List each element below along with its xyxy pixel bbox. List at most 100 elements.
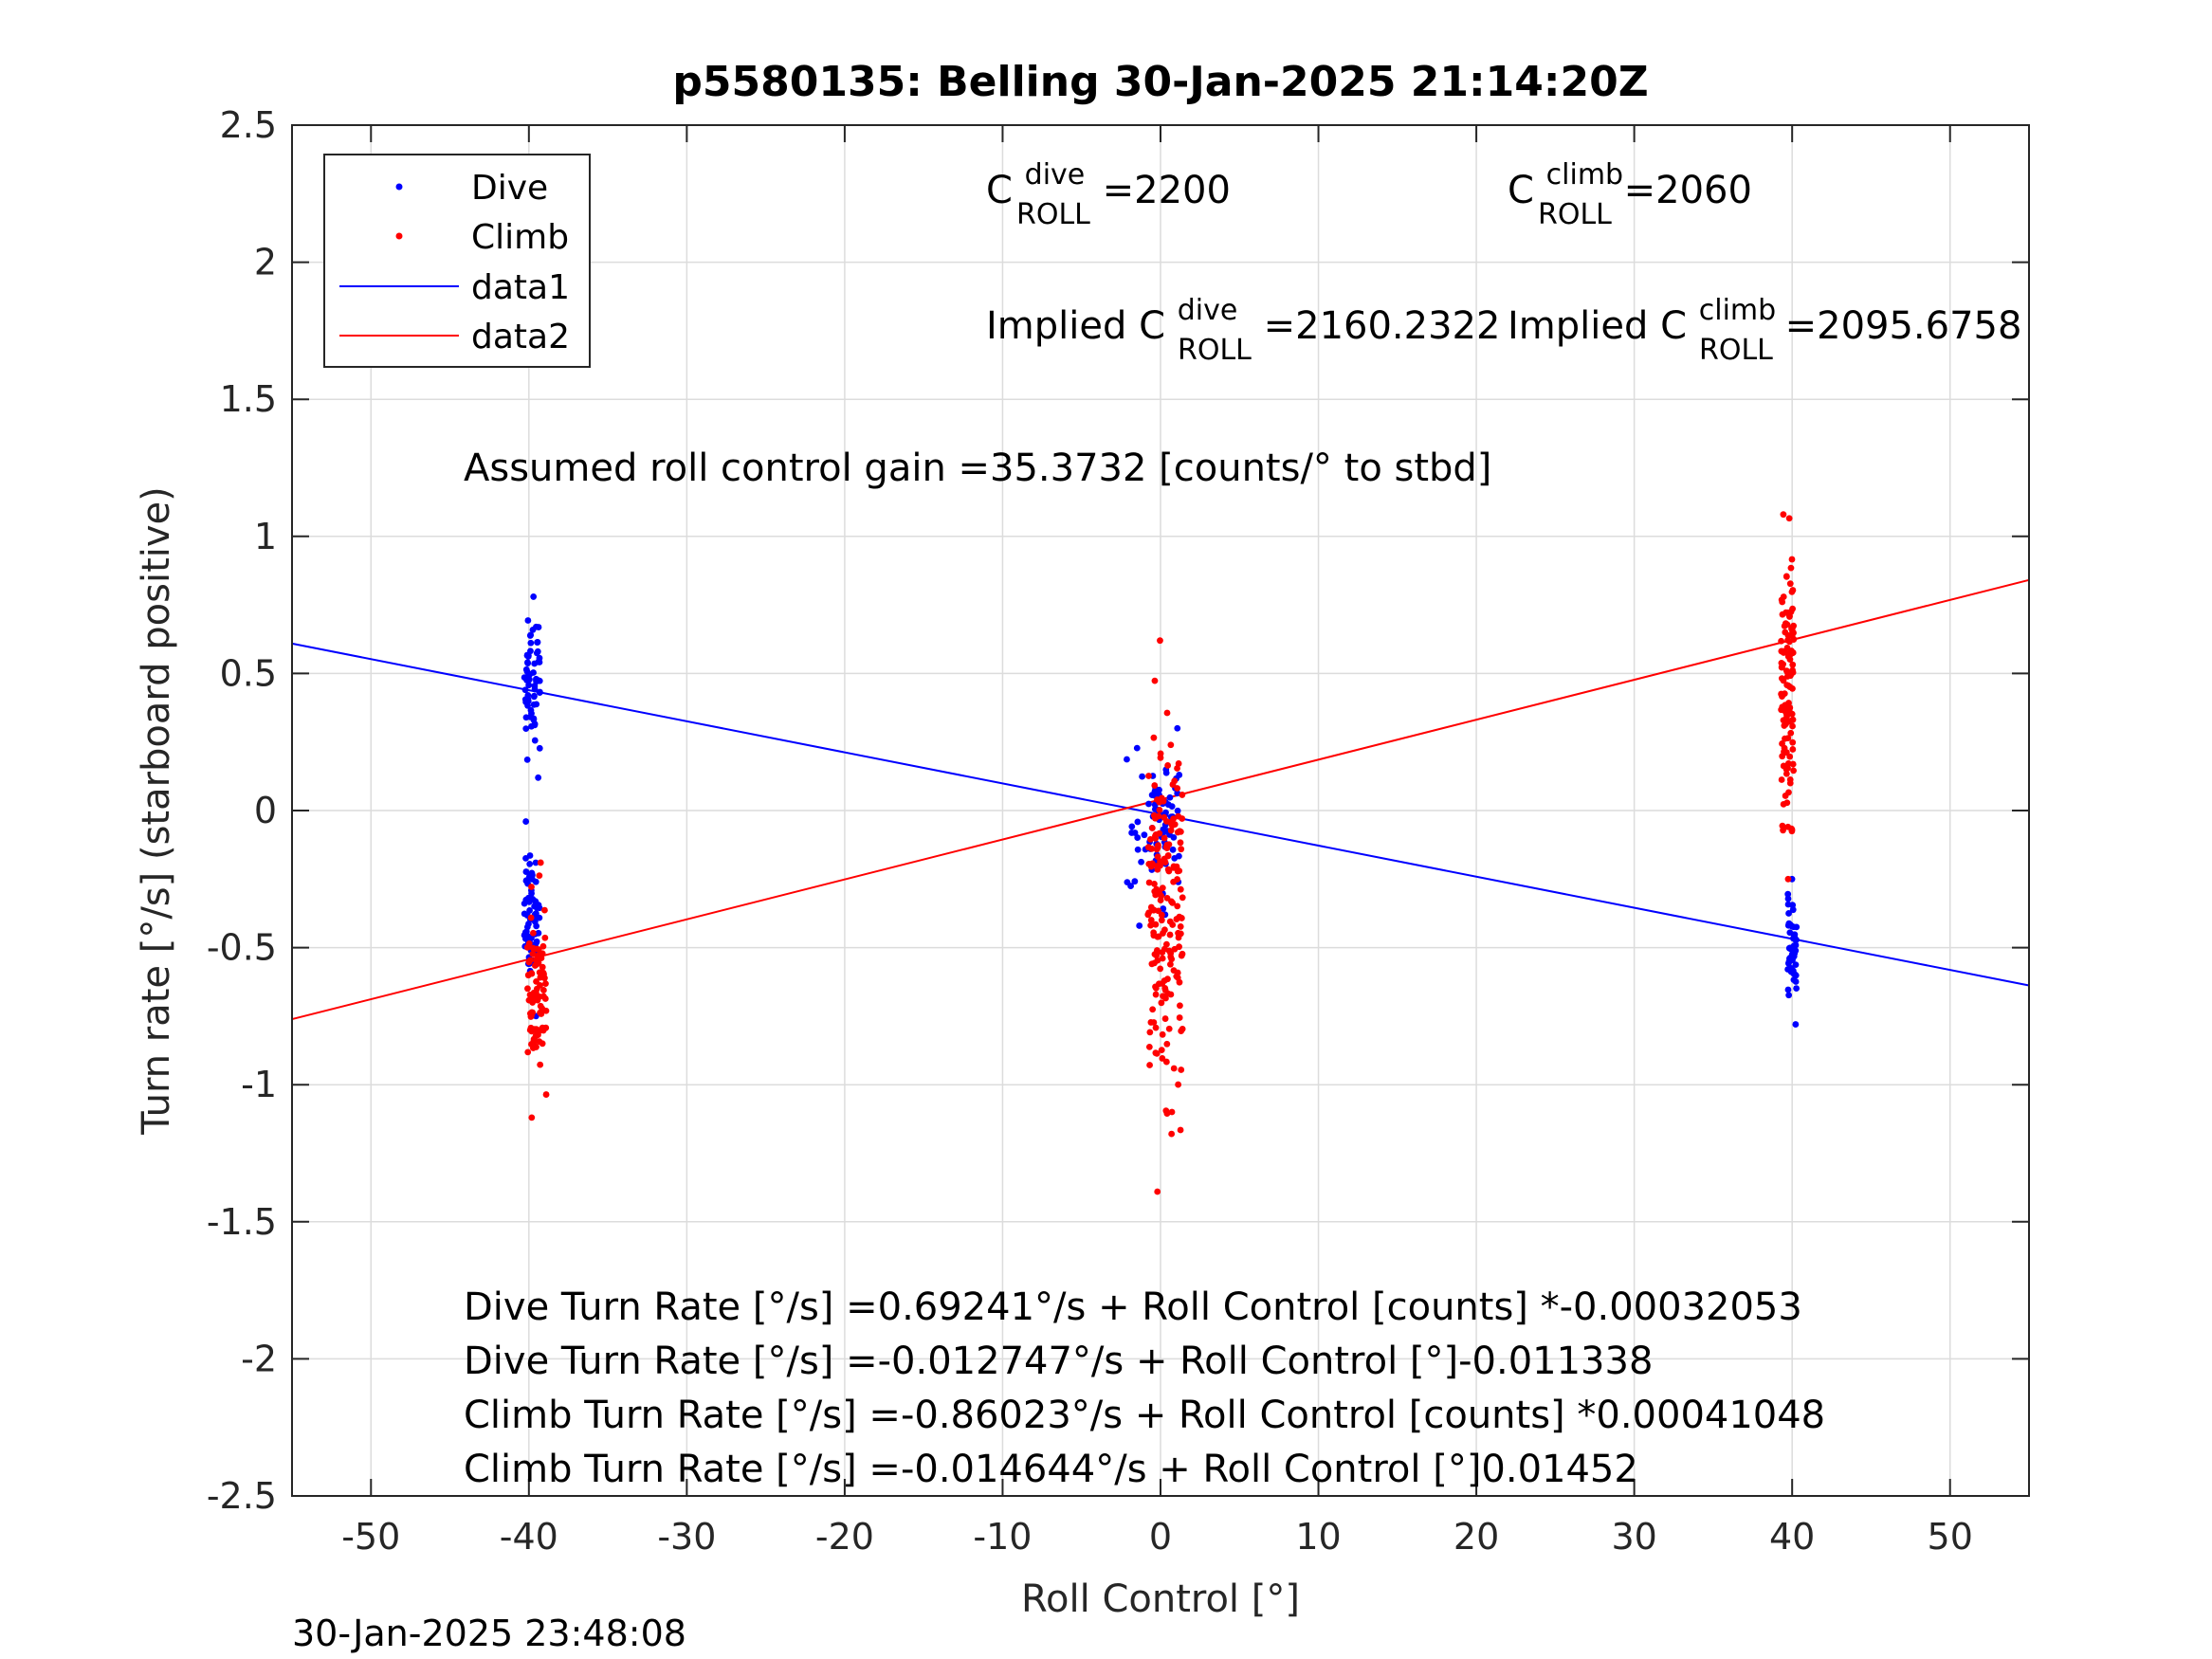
dive-point	[535, 774, 542, 781]
climb-point	[1157, 965, 1164, 973]
climb-point	[1151, 880, 1158, 887]
dive-point	[1124, 756, 1130, 763]
dive-point	[1133, 744, 1141, 752]
climb-point	[1162, 1058, 1170, 1066]
climb-point	[1158, 911, 1165, 919]
implied-dive-prefix: Implied C	[986, 304, 1165, 348]
climb-point	[1165, 1025, 1173, 1032]
climb-point	[1162, 1107, 1170, 1115]
y-tick-label: 1	[254, 516, 277, 557]
y-tick-label: -2.5	[207, 1475, 277, 1517]
climb-point	[1152, 1049, 1160, 1057]
climb-point	[539, 942, 547, 950]
climb-point	[1782, 718, 1789, 725]
climb-point	[1789, 684, 1796, 692]
dive-point	[1169, 846, 1177, 853]
climb-point	[1786, 580, 1794, 588]
dive-point	[531, 685, 539, 693]
climb-point	[1785, 789, 1792, 796]
dive-point	[536, 744, 543, 752]
dive-point	[523, 677, 530, 684]
dive-point	[1131, 830, 1139, 836]
climb-point	[1174, 765, 1180, 772]
x-axis-label: Roll Control [°]	[1021, 1577, 1300, 1621]
climb-point	[1159, 955, 1166, 962]
implied-climb-prefix: Implied C	[1508, 304, 1687, 348]
climb-point	[534, 952, 541, 959]
dive-point	[1171, 854, 1179, 862]
dive-point	[533, 649, 540, 657]
dive-point	[1141, 831, 1148, 839]
climb-point	[1179, 1026, 1186, 1032]
climb-point	[1787, 729, 1795, 737]
dive-point	[521, 696, 529, 703]
climb-point	[526, 957, 534, 964]
climb-point	[1150, 1019, 1158, 1026]
climb-point	[1786, 779, 1794, 787]
climb-point	[1174, 785, 1181, 792]
climb-point	[1789, 746, 1797, 753]
climb-point	[1780, 511, 1787, 519]
dive-point	[1784, 921, 1792, 929]
climb-point	[1780, 677, 1787, 684]
tick-labels: -50 -40 -30 -20 -10 0 10 20 30 40 50-2.5-2-1.5-1-0…	[207, 104, 1973, 1558]
x-tick-label: -20	[815, 1516, 874, 1558]
climb-point	[1157, 637, 1163, 645]
climb-point	[1164, 975, 1171, 983]
implied-dive-annotation: Implied C dive ROLL =2160.2322	[986, 285, 1500, 369]
climb-point	[1790, 767, 1798, 775]
dive-point	[1138, 858, 1145, 866]
dive-point	[521, 686, 529, 694]
climb-point	[1151, 782, 1159, 789]
climb-point	[1778, 776, 1785, 783]
dive-point	[521, 900, 528, 907]
climb-point	[1161, 1015, 1169, 1022]
dive-point	[1785, 910, 1792, 917]
equation-dive-counts: Dive Turn Rate [°/s] =0.69241°/s + Roll …	[464, 1285, 1802, 1329]
dive-point	[1134, 834, 1142, 841]
climb-point	[1174, 902, 1181, 910]
climb-point	[1152, 830, 1160, 838]
climb-point	[1780, 827, 1786, 834]
climb-point	[1179, 792, 1186, 798]
dive-point	[528, 890, 535, 897]
climb-point	[1159, 1030, 1166, 1038]
dive-point	[533, 922, 540, 930]
dive-point	[532, 859, 539, 866]
y-tick-label: -0.5	[207, 927, 277, 969]
climb-point	[1144, 911, 1152, 919]
climb-point	[1160, 797, 1167, 805]
y-tick-label: -1	[241, 1064, 277, 1105]
climb-point	[1788, 556, 1796, 563]
dive-point	[1790, 923, 1798, 931]
dive-point	[1176, 772, 1183, 778]
dive-point	[1128, 823, 1136, 830]
dive-point	[1131, 878, 1139, 885]
y-tick-label: -2	[241, 1338, 277, 1379]
dive-point	[1792, 978, 1800, 985]
climb-point	[1154, 933, 1161, 940]
dive-point	[530, 593, 538, 600]
climb-point	[529, 1009, 537, 1016]
dive-point	[524, 652, 532, 660]
climb-point	[1779, 598, 1786, 606]
dive-point	[531, 660, 539, 667]
climb-point	[542, 1007, 550, 1014]
dive-point	[526, 860, 534, 867]
dive-point	[529, 871, 536, 879]
climb-point	[1177, 839, 1184, 847]
dive-point	[522, 854, 529, 862]
climb-point	[1789, 738, 1797, 746]
climb-point	[1171, 821, 1179, 829]
climb-point	[1170, 815, 1178, 823]
legend-data1-label: data1	[471, 268, 570, 307]
climb-point	[1778, 647, 1785, 655]
dive-point	[530, 701, 538, 708]
dive-point	[1792, 947, 1800, 955]
climb-point	[1177, 1002, 1183, 1010]
climb-point	[1178, 846, 1185, 853]
y-tick-label: 1.5	[220, 378, 277, 420]
dive-point	[533, 938, 540, 945]
climb-point	[1154, 843, 1161, 850]
c-climb-base: C	[1508, 169, 1534, 212]
